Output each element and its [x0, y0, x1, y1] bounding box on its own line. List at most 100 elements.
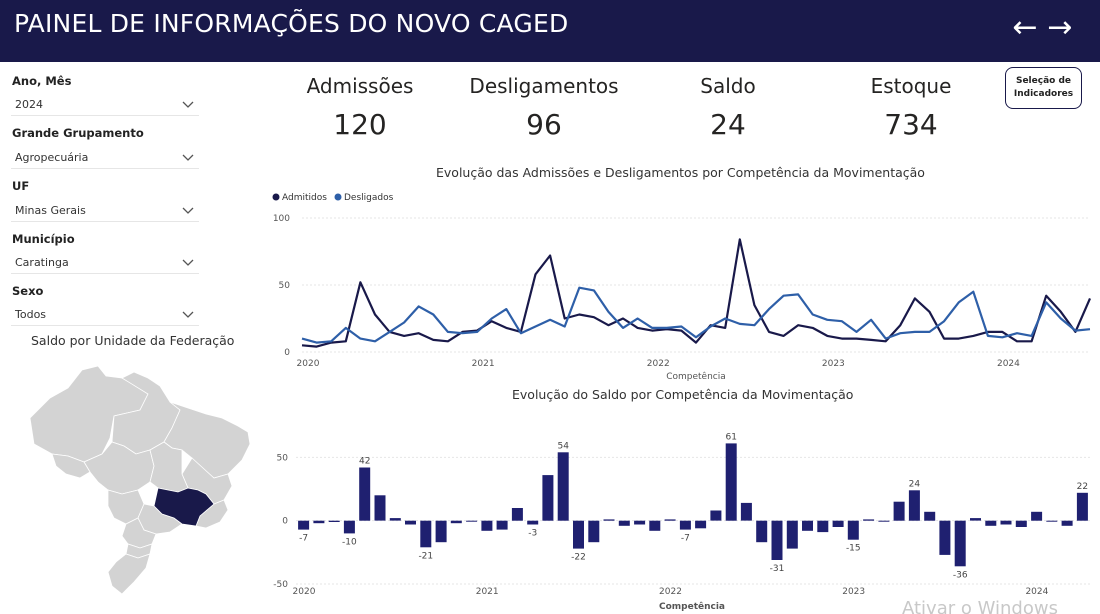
bar	[634, 520, 646, 525]
x-axis-title: Competência	[659, 601, 725, 612]
kpi-value: 24	[710, 108, 746, 141]
bar-data-label: -22	[571, 553, 586, 563]
filter-label-uf: UF	[12, 179, 30, 193]
page-title: PAINEL DE INFORMAÇÕES DO NOVO CAGED	[14, 9, 569, 38]
bar	[542, 475, 554, 521]
filter-select-uf[interactable]: Minas Gerais	[11, 200, 199, 222]
filter-select-grande-grupamento[interactable]: Agropecuária	[11, 147, 199, 169]
map-state-rio-grande-sul[interactable]	[107, 553, 151, 595]
bar-data-label: 42	[359, 457, 370, 467]
bar	[954, 520, 966, 567]
bar-data-label: -7	[299, 534, 308, 544]
bar	[908, 490, 920, 521]
filter-select-municipio[interactable]: Caratinga	[11, 252, 199, 274]
bar	[343, 520, 355, 534]
bar	[557, 452, 569, 521]
chevron-down-icon	[182, 311, 194, 318]
line-chart: Admitidos Desligados 0 50 100 2020 2021 2022 202…	[272, 193, 1092, 382]
y-tick-label: -50	[273, 580, 288, 590]
chevron-down-icon	[182, 154, 194, 161]
bar-data-label: -10	[342, 537, 357, 547]
series-line-desligados	[301, 286, 1091, 344]
bar	[740, 502, 752, 521]
map-title: Saldo por Unidade da Federação	[31, 333, 235, 348]
filter-select-sexo[interactable]: Todos	[11, 304, 199, 326]
bar	[710, 510, 722, 521]
bar	[1076, 492, 1088, 521]
y-tick-label: 50	[279, 281, 291, 291]
x-tick-label: 2021	[472, 359, 495, 369]
chevron-down-icon	[182, 101, 194, 108]
filter-select-ano-mes[interactable]: 2024	[11, 94, 199, 116]
bar	[603, 519, 615, 521]
arrow-left-icon[interactable]: ←	[1012, 10, 1038, 45]
bar	[1000, 520, 1012, 525]
bar	[1031, 511, 1043, 521]
header-bar: PAINEL DE INFORMAÇÕES DO NOVO CAGED ← →	[0, 0, 1100, 62]
map-state-minas-gerais[interactable]	[153, 487, 215, 527]
bar-data-label: 22	[1077, 482, 1088, 492]
bar	[618, 520, 630, 526]
legend-marker-desligados	[334, 193, 342, 201]
bar	[359, 467, 371, 521]
bar	[924, 511, 936, 521]
filter-value: Caratinga	[15, 256, 69, 269]
kpi-desligamentos: Desligamentos 96	[459, 74, 629, 141]
brazil-map[interactable]	[10, 358, 260, 603]
indicator-selection-button[interactable]: Seleção de Indicadores	[1005, 67, 1082, 109]
kpi-label: Saldo	[700, 74, 756, 98]
bar	[1046, 520, 1058, 522]
legend-label-desligados: Desligados	[344, 193, 394, 203]
bar	[863, 519, 875, 521]
bar	[878, 520, 890, 522]
bar	[679, 520, 691, 530]
bar	[481, 520, 493, 531]
kpi-value: 120	[333, 108, 387, 141]
bar-data-label: -7	[681, 534, 690, 544]
arrow-right-icon[interactable]: →	[1047, 10, 1073, 45]
line-chart-title: Evolução das Admissões e Desligamentos p…	[436, 165, 925, 180]
bar	[970, 518, 981, 521]
windows-activation-watermark: Ativar o Windows	[902, 598, 1058, 614]
kpi-value: 96	[526, 108, 562, 141]
filter-value: 2024	[15, 98, 43, 111]
x-tick-label: 2024	[997, 359, 1020, 369]
filter-label-sexo: Sexo	[12, 284, 44, 298]
y-tick-label: 0	[284, 348, 290, 358]
bar	[1015, 520, 1027, 527]
kpi-label: Estoque	[870, 74, 952, 98]
chevron-down-icon	[182, 259, 194, 266]
map-state-rondonia[interactable]	[51, 453, 91, 479]
x-tick-label: 2020	[297, 359, 320, 369]
bar	[1061, 520, 1073, 526]
x-tick-label: 2022	[659, 587, 682, 597]
bar-data-label: -31	[770, 564, 785, 574]
kpi-estoque: Estoque 734	[826, 74, 996, 141]
bar	[466, 520, 478, 522]
filter-label-municipio: Município	[12, 232, 75, 246]
bar-data-label: -36	[953, 570, 968, 580]
kpi-saldo: Saldo 24	[643, 74, 813, 141]
kpi-label: Desligamentos	[469, 74, 619, 98]
bar	[725, 443, 737, 521]
bar	[817, 520, 829, 533]
x-tick-label: 2023	[822, 359, 845, 369]
bar	[756, 520, 768, 543]
bar	[664, 519, 676, 521]
filter-value: Todos	[15, 308, 47, 321]
bar-data-label: 54	[557, 441, 569, 451]
x-tick-label: 2024	[1025, 587, 1048, 597]
bar	[496, 520, 508, 530]
bar	[771, 520, 783, 560]
indicator-button-line2: Indicadores	[1013, 89, 1074, 99]
chevron-down-icon	[182, 207, 194, 214]
bar	[435, 520, 447, 543]
bar-data-label: -3	[528, 529, 537, 539]
y-tick-label: 0	[282, 517, 288, 527]
bar	[405, 520, 416, 525]
filter-label-grande-grupamento: Grande Grupamento	[12, 126, 144, 140]
bar-chart: -50 0 50 -7 -10 42 -21 -3 54 -22 -7 61 -31 -15 24 -36 22…	[273, 432, 1090, 612]
bar-data-label: -21	[418, 551, 433, 561]
series-line-admitidos	[301, 238, 1092, 348]
bar	[985, 520, 997, 526]
